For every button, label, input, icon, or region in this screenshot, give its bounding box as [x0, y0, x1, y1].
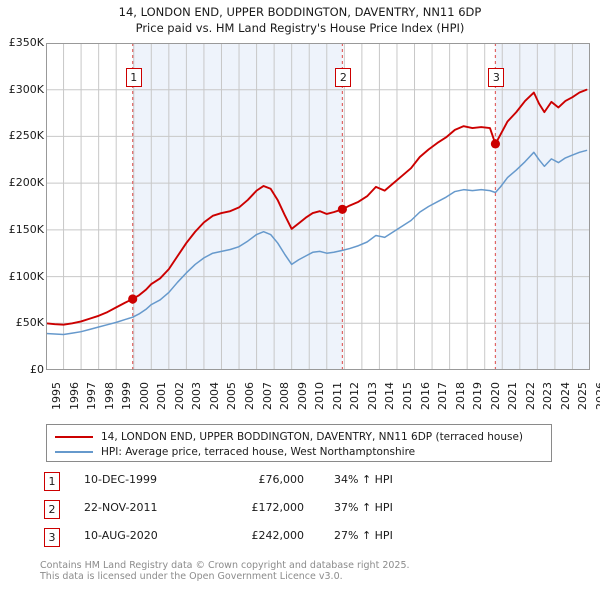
table-row: 2 22-NOV-2011 £172,000 37% ↑ HPI [44, 498, 484, 526]
y-axis-tick: £350K [8, 36, 44, 49]
table-row: 1 10-DEC-1999 £76,000 34% ↑ HPI [44, 470, 484, 498]
legend-label-property: 14, LONDON END, UPPER BODDINGTON, DAVENT… [101, 430, 524, 443]
y-axis-tick: £150K [8, 222, 44, 236]
plot-border [46, 43, 590, 370]
x-axis-tick: 2019 [471, 382, 485, 410]
footer-line-2: This data is licensed under the Open Gov… [40, 571, 343, 582]
x-axis-tick: 2012 [348, 382, 362, 410]
transaction-date: 22-NOV-2011 [84, 501, 158, 514]
x-axis-tick: 2007 [260, 382, 274, 410]
transaction-price: £76,000 [258, 473, 305, 486]
x-axis-tick: 1996 [67, 382, 81, 410]
title-line-1: 14, LONDON END, UPPER BODDINGTON, DAVENT… [118, 5, 482, 19]
x-axis-tick: 2005 [225, 382, 239, 410]
x-axis-tick: 1999 [120, 382, 134, 410]
x-axis-tick: 2013 [365, 382, 379, 410]
x-axis-tick: 2000 [137, 382, 151, 410]
x-axis-tick: 2022 [523, 382, 537, 410]
gridlines [46, 43, 590, 370]
legend-label-hpi: HPI: Average price, terraced house, West… [101, 445, 416, 458]
transaction-date: 10-AUG-2020 [84, 529, 158, 542]
chart-marker-badge-3: 3 [488, 68, 505, 87]
transaction-hpi-delta: 27% ↑ HPI [334, 529, 393, 542]
transactions-table: 1 10-DEC-1999 £76,000 34% ↑ HPI 2 22-NOV… [44, 470, 484, 554]
x-axis-tick: 2023 [541, 382, 555, 410]
transaction-index-badge: 2 [44, 500, 60, 519]
chart-svg [46, 43, 590, 370]
y-axis-tick: £250K [8, 129, 44, 143]
footer-attribution: Contains HM Land Registry data © Crown c… [40, 560, 570, 582]
x-axis-tick: 1997 [85, 382, 99, 410]
legend-item-hpi: HPI: Average price, terraced house, West… [53, 444, 545, 459]
y-axis-tick: £100K [8, 269, 44, 283]
x-axis-tick: 2015 [400, 382, 414, 410]
x-axis-tick: 2001 [155, 382, 169, 410]
transaction-hpi-delta: 37% ↑ HPI [334, 501, 393, 514]
transaction-index-badge: 3 [44, 528, 60, 547]
chart-marker-badge-1: 1 [125, 68, 142, 87]
x-axis-tick: 2010 [313, 382, 327, 410]
transaction-hpi-delta: 34% ↑ HPI [334, 473, 393, 486]
x-axis-tick: 2016 [418, 382, 432, 410]
transaction-price: £172,000 [251, 501, 305, 514]
marker-dots [128, 139, 501, 304]
x-axis-tick: 2006 [243, 382, 257, 410]
legend-swatch-hpi [55, 450, 93, 453]
x-axis-tick: 2014 [383, 382, 397, 410]
transaction-date: 10-DEC-1999 [84, 473, 158, 486]
title-line-2: Price paid vs. HM Land Registry's House … [135, 21, 465, 35]
y-axis-tick: £50K [15, 316, 44, 330]
shaded-bands [132, 43, 590, 370]
y-axis-tick: £0 [30, 363, 44, 376]
x-axis-tick: 2024 [558, 382, 572, 410]
x-axis-tick: 2018 [453, 382, 467, 410]
legend-item-property: 14, LONDON END, UPPER BODDINGTON, DAVENT… [53, 429, 545, 444]
x-axis-tick-labels: 1995 1996 1997 1998 1999 2000 2001 2002 2003 2004… [46, 374, 600, 420]
x-axis-tick: 1995 [50, 382, 63, 410]
x-axis-tick: 2026 [594, 382, 600, 410]
y-axis-tick: £200K [8, 176, 44, 190]
chart-plot-area: £0 £50K £100K £150K £200K £250K £300K £350K 1 2 3 [9, 36, 590, 376]
page-title: 14, LONDON END, UPPER BODDINGTON, DAVENT… [0, 4, 600, 36]
x-axis-tick: 2009 [295, 382, 309, 410]
legend-swatch-property [55, 435, 93, 438]
y-axis-tick: £300K [8, 82, 44, 96]
x-axis-tick: 2011 [330, 382, 344, 410]
x-axis-tick: 2008 [278, 382, 292, 410]
x-axis-tick: 1998 [102, 382, 116, 410]
x-axis-tick: 2021 [506, 382, 520, 410]
series-lines [46, 88, 588, 336]
table-row: 3 10-AUG-2020 £242,000 27% ↑ HPI [44, 526, 484, 554]
x-axis-tick: 2004 [207, 382, 221, 410]
transaction-price: £242,000 [251, 529, 305, 542]
x-axis-tick: 2003 [190, 382, 204, 410]
footer-line-1: Contains HM Land Registry data © Crown c… [40, 560, 410, 571]
x-axis-tick: 2025 [576, 382, 590, 410]
x-axis-tick: 2002 [172, 382, 186, 410]
chart-legend: 14, LONDON END, UPPER BODDINGTON, DAVENT… [46, 424, 552, 462]
x-axis-tick: 2020 [488, 382, 502, 410]
transaction-index-badge: 1 [44, 472, 60, 491]
chart-marker-badge-2: 2 [335, 68, 352, 87]
x-axis-tick: 2017 [436, 382, 450, 410]
